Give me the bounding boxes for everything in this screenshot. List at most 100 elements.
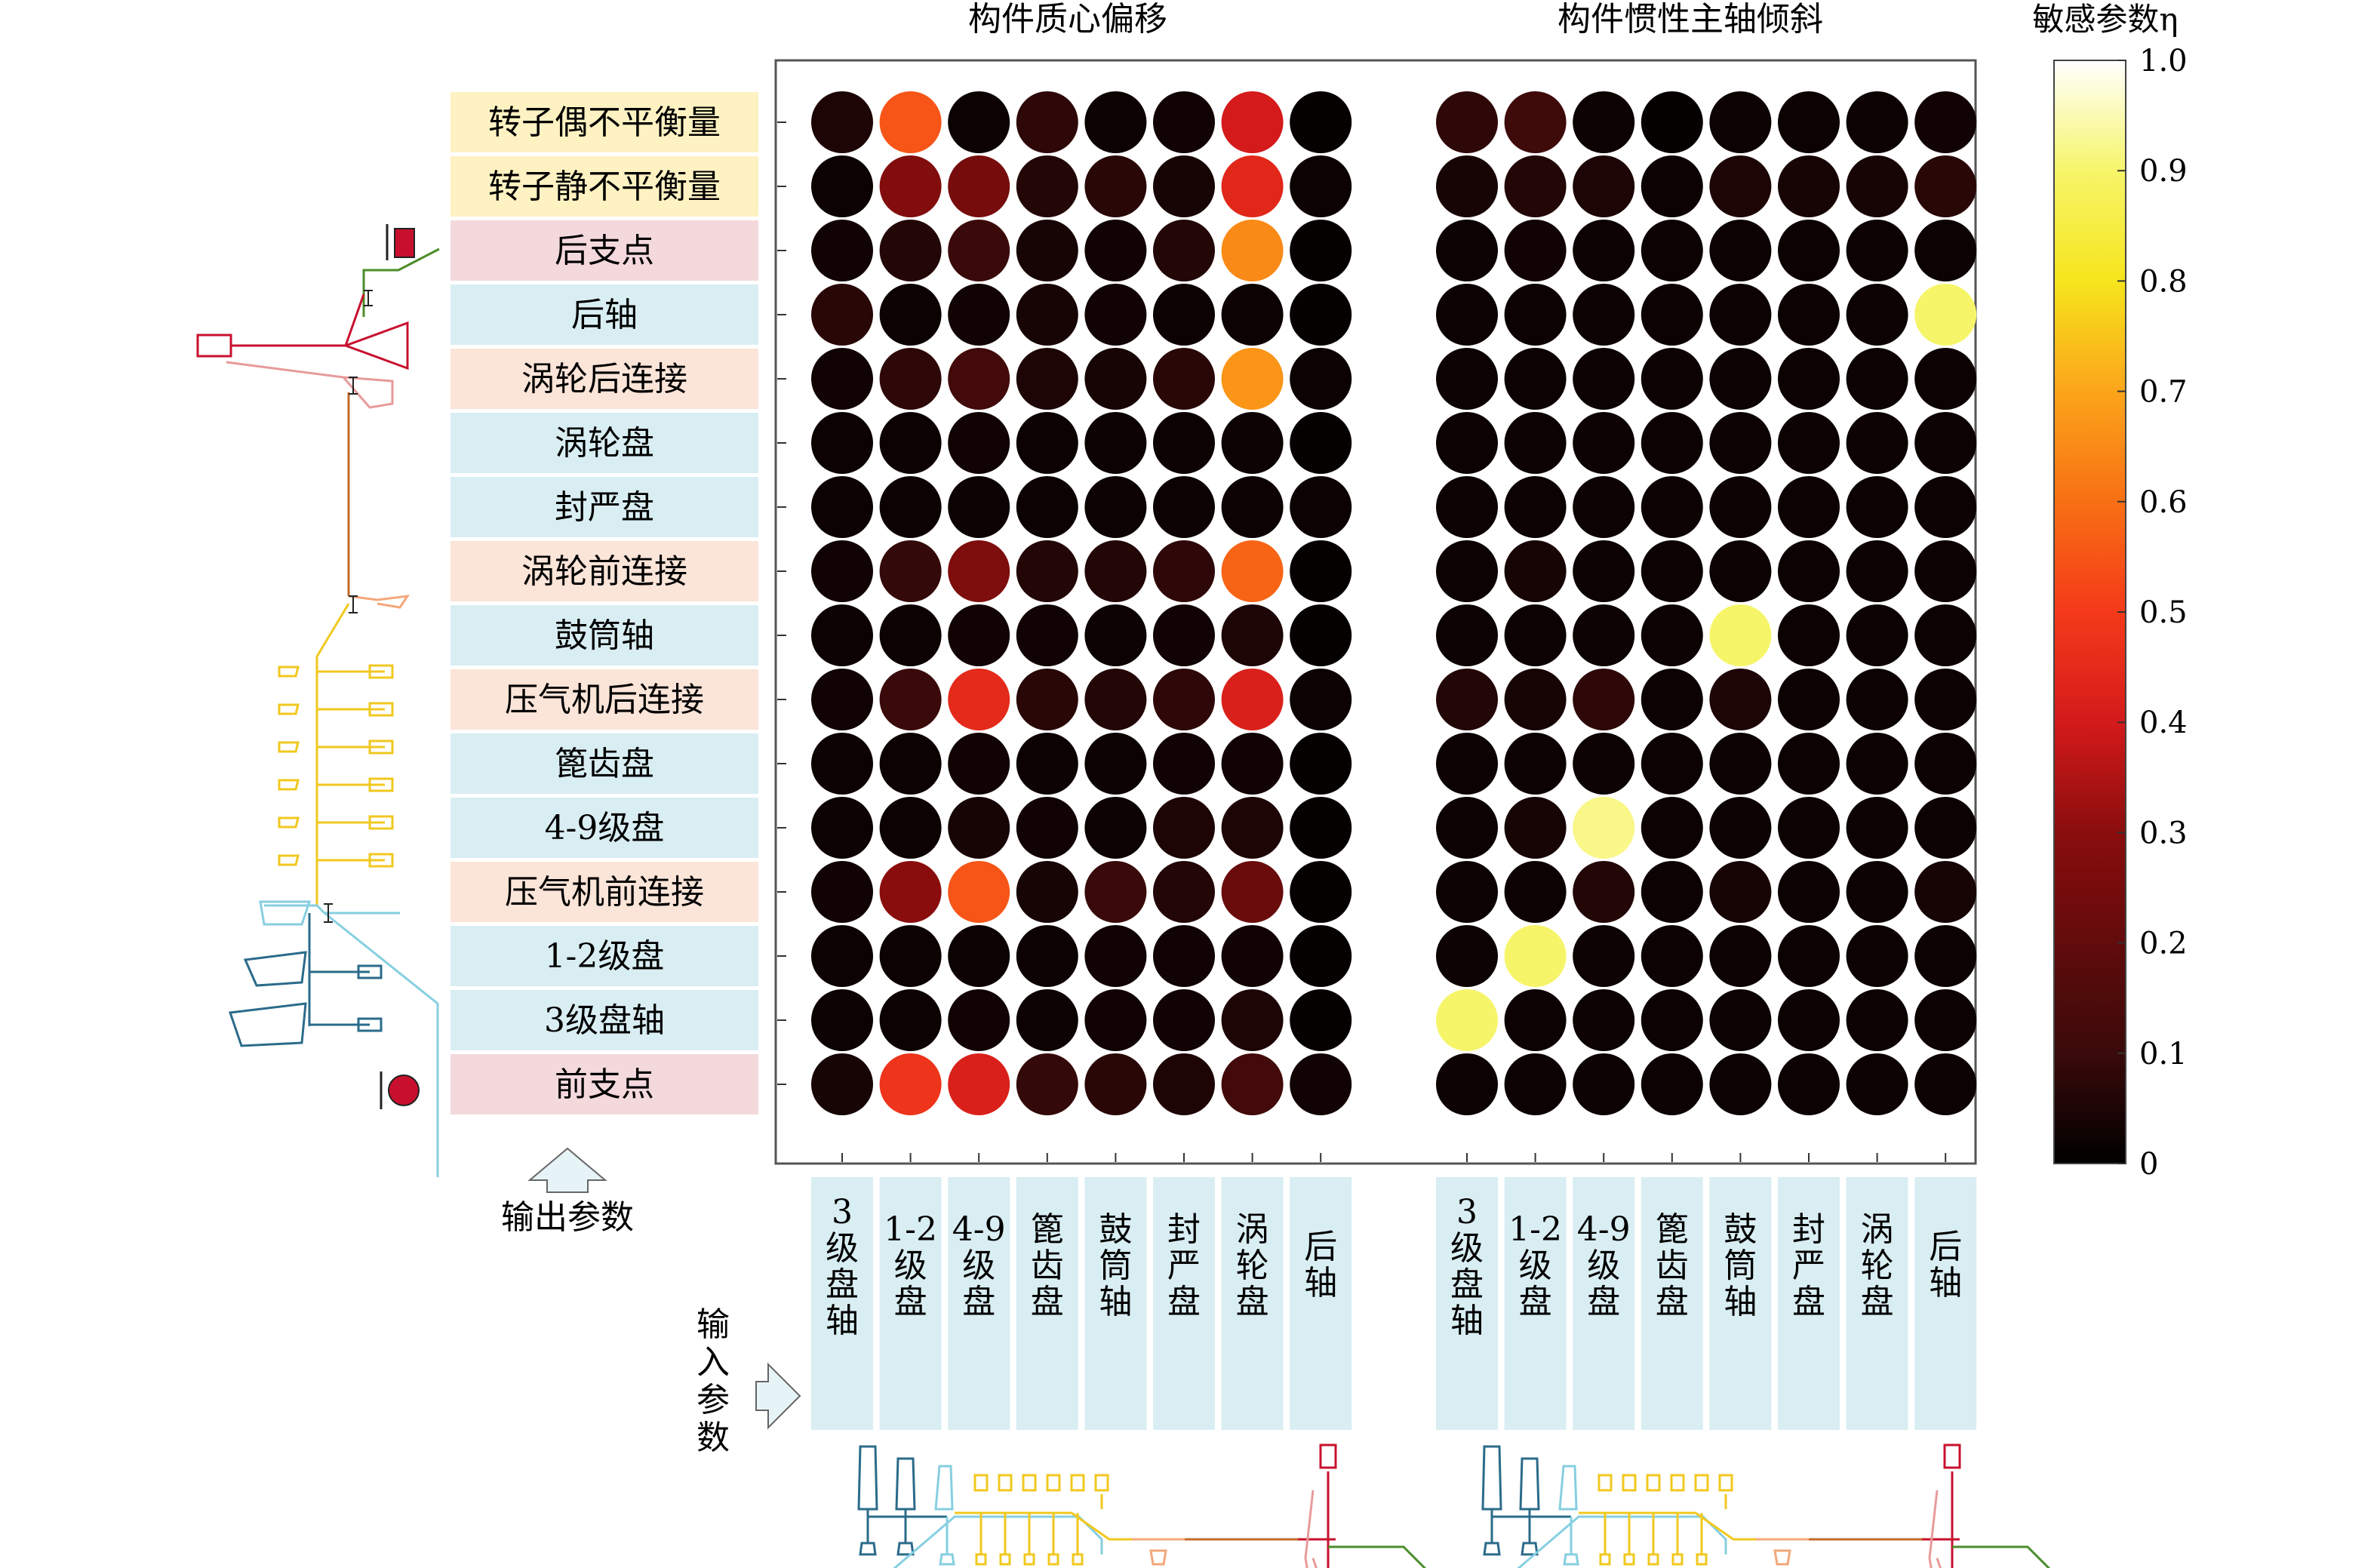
colorbar-tick-label: 0.7 [2139, 375, 2188, 410]
heatmap-cell [1641, 861, 1703, 923]
row-label-box [450, 541, 758, 601]
heatmap-cell [879, 540, 942, 602]
row-label: 压气机后连接 [505, 681, 704, 719]
front-support-icon [388, 1075, 420, 1106]
colorbar-label: 敏感参数η [2032, 1, 2178, 38]
heatmap-cell [1084, 348, 1147, 410]
heatmap-cell [879, 220, 942, 281]
heatmap-cell [1573, 604, 1635, 666]
row-label-box [450, 477, 758, 537]
colorbar: 敏感参数η 0 0.1 0.2 0.3 0.4 0.5 0.6 0.7 0.8 0.9 1.0 [2032, 1, 2187, 1182]
heatmap-cell [948, 348, 1010, 410]
heatmap-cell [1084, 797, 1147, 859]
right-arrow-icon [755, 1362, 801, 1430]
input-parameter-annotation: 输入参数 [696, 1305, 801, 1457]
heatmap-cell [1846, 220, 1908, 281]
row-label: 封严盘 [555, 488, 654, 527]
heatmap-cell [1436, 284, 1498, 346]
heatmap-cell [1846, 925, 1908, 987]
heatmap-cell [1504, 861, 1567, 923]
heatmap-cell [811, 989, 873, 1051]
heatmap-cell [1084, 220, 1147, 281]
row-label-box [450, 284, 758, 345]
heatmap-cell [1436, 989, 1498, 1051]
heatmap-cell [879, 1053, 942, 1115]
heatmap-cell [1778, 91, 1840, 153]
colorbar-tick-label: 0.5 [2139, 595, 2188, 630]
heatmap-cell [1504, 925, 1567, 987]
heatmap-cell [1016, 861, 1078, 923]
heatmap-cell [1016, 540, 1078, 602]
heatmap-cell [1641, 733, 1703, 795]
heatmap-cell [811, 220, 873, 281]
heatmap-cell [1573, 412, 1635, 474]
heatmap-cell [1504, 348, 1567, 410]
panel-title-principal-axis-tilt: 构件惯性主轴倾斜 [1558, 0, 1823, 38]
colorbar-tick-label: 1.0 [2139, 44, 2188, 78]
heatmap-cell [1084, 91, 1147, 153]
up-arrow-icon [527, 1147, 607, 1193]
heatmap-cell [1709, 412, 1772, 474]
heatmap-cell [1778, 604, 1840, 666]
heatmap-cell [948, 989, 1010, 1051]
heatmap-cell [1290, 91, 1352, 153]
heatmap-cell [1914, 989, 1977, 1051]
row-label-box [450, 669, 758, 730]
heatmap-cell [1641, 476, 1703, 538]
heatmap-cell [1436, 1053, 1498, 1115]
colorbar-tick-label: 0.9 [2139, 154, 2188, 189]
column-label-box [1641, 1177, 1703, 1430]
heatmap-cell [1914, 861, 1977, 923]
heatmap-cell [879, 733, 942, 795]
heatmap-cell [1641, 91, 1703, 153]
heatmap-cell [1709, 604, 1772, 666]
input-parameter-label: 输入参数 [696, 1305, 730, 1457]
heatmap-cell [1153, 861, 1215, 923]
row-label: 鼓筒轴 [555, 616, 654, 655]
heatmap-cell [1914, 733, 1977, 795]
heatmap-cell [1846, 348, 1908, 410]
heatmap-cell [1573, 220, 1635, 281]
row-label-box [450, 349, 758, 409]
heatmap-cell [1290, 1053, 1352, 1115]
column-label: 1-2 级盘 [884, 1210, 937, 1321]
heatmap-cell [1153, 604, 1215, 666]
heatmap-cell [811, 925, 873, 987]
column-label-box [948, 1177, 1010, 1430]
heatmap-cell [1573, 861, 1635, 923]
heatmap-cell [1846, 540, 1908, 602]
heatmap-cell [1290, 220, 1352, 281]
heatmap-cell [1290, 797, 1352, 859]
heatmap-cell [1709, 476, 1772, 538]
heatmap-cell [1436, 733, 1498, 795]
heatmap-cell [1914, 284, 1977, 346]
rotor-schematic-vertical [196, 224, 440, 1177]
heatmap-cell [1290, 604, 1352, 666]
row-label-box [450, 1054, 758, 1115]
heatmap-cell [1709, 669, 1772, 730]
heatmap-cell [1221, 1053, 1284, 1115]
heatmap-cell [811, 91, 873, 153]
colorbar-tick-label: 0 [2139, 1147, 2158, 1182]
heatmap-cell [1641, 284, 1703, 346]
heatmap-cell [1221, 155, 1284, 217]
row-label-box [450, 220, 758, 281]
heatmap-cell [1709, 284, 1772, 346]
heatmap-cell [1084, 989, 1147, 1051]
heatmap-cell [1016, 733, 1078, 795]
heatmap-cell [879, 925, 942, 987]
heatmap-cell [1016, 476, 1078, 538]
heatmap-cell [1016, 1053, 1078, 1115]
heatmap-cell [1778, 669, 1840, 730]
rotor-schematic-horizontal-1 [857, 1443, 1427, 1568]
heatmap-cell [1709, 155, 1772, 217]
row-label-box [450, 413, 758, 473]
heatmap-cell [1290, 669, 1352, 730]
column-label-box [1914, 1177, 1977, 1430]
column-label: 4-9 级盘 [1577, 1210, 1631, 1321]
column-label-box [879, 1177, 942, 1430]
heatmap-cell [1084, 733, 1147, 795]
heatmap-cell [1846, 669, 1908, 730]
heatmap-cell [1641, 604, 1703, 666]
